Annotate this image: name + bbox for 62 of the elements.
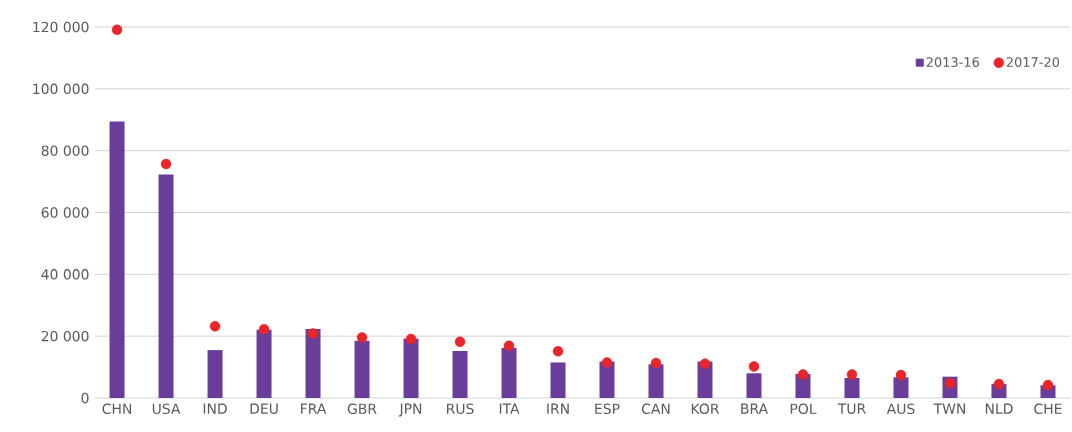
x-tick-label: IRN <box>547 403 569 414</box>
bar <box>746 373 762 398</box>
bar <box>354 340 370 398</box>
x-tick-label: POL <box>790 403 817 415</box>
x-tick-label: ITA <box>499 403 520 414</box>
point <box>895 369 907 381</box>
y-tick-label: 100 000 <box>33 83 89 95</box>
x-tick-label: CAN <box>641 403 670 415</box>
x-tick-label: KOR <box>691 403 720 415</box>
bar <box>207 350 223 398</box>
point <box>405 333 417 345</box>
y-tick-label: 60 000 <box>41 207 89 218</box>
legend-label: 2013-16 <box>926 57 980 67</box>
legend-label: 2017-20 <box>1006 57 1060 67</box>
point <box>699 358 711 369</box>
point <box>1042 379 1054 391</box>
bar <box>893 377 909 398</box>
x-tick-label: ESP <box>595 403 620 415</box>
point <box>748 361 760 372</box>
x-tick-label: FRA <box>301 403 327 414</box>
bar <box>844 377 860 398</box>
x-tick-label: AUS <box>886 403 915 415</box>
bar <box>109 121 125 398</box>
x-tick-label: BRA <box>741 403 768 414</box>
x-tick-label: DEU <box>250 403 278 414</box>
y-tick-label: 0 <box>81 392 89 404</box>
x-tick-label: CHE <box>1034 403 1062 415</box>
point <box>258 324 270 335</box>
bar <box>452 351 468 398</box>
bar <box>403 338 419 398</box>
x-tick-label: USA <box>152 403 181 415</box>
point <box>797 369 809 380</box>
point <box>160 158 172 170</box>
x-tick-label: TUR <box>837 403 866 414</box>
x-tick-label: RUS <box>447 403 474 415</box>
bar <box>305 329 321 398</box>
bar <box>158 174 174 398</box>
y-tick-label: 80 000 <box>41 145 89 156</box>
point <box>356 332 368 343</box>
point <box>307 328 319 339</box>
point <box>650 357 662 369</box>
point <box>503 340 515 351</box>
y-tick-label: 120 000 <box>33 21 89 33</box>
point <box>209 321 221 332</box>
point <box>111 24 123 35</box>
point <box>454 336 466 347</box>
x-tick-label: IND <box>203 403 227 414</box>
x-tick-label: JPN <box>398 403 422 417</box>
x-tick-label: NLD <box>985 403 1013 414</box>
point <box>846 369 858 380</box>
point <box>552 346 564 357</box>
point <box>993 378 1005 390</box>
x-tick-label: CHN <box>102 403 132 415</box>
x-tick-label: GBR <box>347 403 377 415</box>
x-tick-label: TWN <box>933 403 965 414</box>
y-tick-label: 20 000 <box>41 330 89 342</box>
bar <box>501 347 517 398</box>
bar <box>648 364 664 398</box>
bar <box>256 329 272 398</box>
bar <box>550 362 566 398</box>
point <box>601 357 613 368</box>
y-tick-label: 40 000 <box>41 269 89 280</box>
